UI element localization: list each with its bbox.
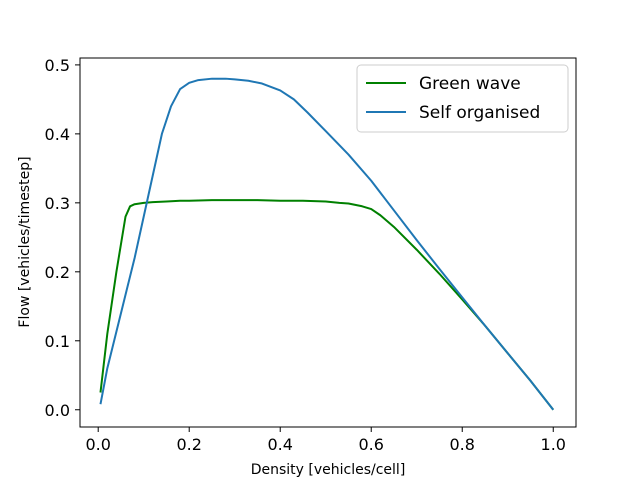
y-tick-label: 0.2 [45,263,70,282]
legend-label-green-wave: Green wave [419,74,521,94]
y-tick-label: 0.5 [45,56,70,75]
x-tick-label: 0.0 [85,435,110,454]
series-line-green-wave [99,199,555,411]
x-tick-label: 0.2 [176,435,201,454]
x-tick-label: 0.4 [267,435,292,454]
y-tick-label: 0.3 [45,194,70,213]
y-tick-label: 0.0 [45,401,70,420]
y-tick-label: 0.4 [45,125,70,144]
series-line-self-organised [99,77,555,411]
legend: Green wave Self organised [356,64,569,133]
legend-frame [356,64,569,133]
y-axis-label: Flow [vehicles/timestep] [17,156,33,327]
x-tick-label: 0.8 [450,435,475,454]
y-tick-label: 0.1 [45,332,70,351]
legend-label-self-organised: Self organised [419,103,540,123]
plot-frame [79,57,577,428]
x-tick-label: 0.6 [359,435,384,454]
x-tick-label: 1.0 [541,435,566,454]
ticks-layer: 0.0 0.2 0.4 0.6 0.8 1.0 0.0 0.1 0.2 0.3 0.4 0.5 [45,56,566,454]
x-axis-label: Density [vehicles/cell] [251,462,406,478]
series-layer [99,77,555,411]
